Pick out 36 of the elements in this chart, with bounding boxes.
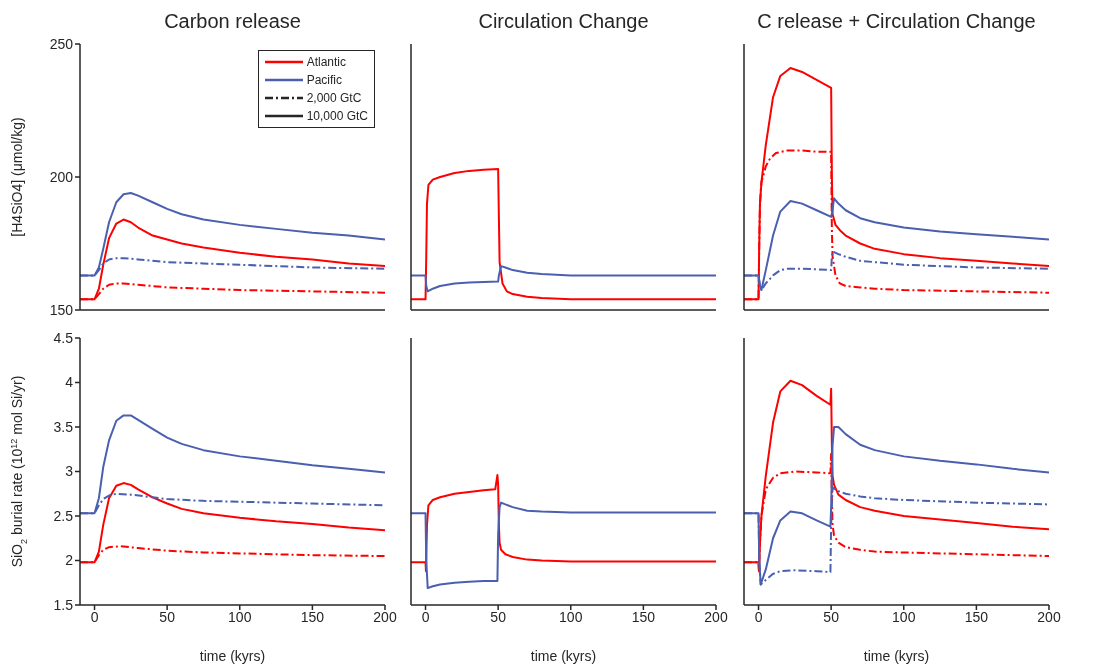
x-axis-title: time (kyrs) bbox=[863, 648, 930, 664]
legend-label: Atlantic bbox=[306, 54, 346, 71]
x-tick-label: 0 bbox=[90, 608, 99, 625]
x-tick-label: 150 bbox=[964, 608, 989, 625]
y-axis-title: [H4SiO4] (μmol/kg) bbox=[9, 117, 25, 237]
y-tick-label: 4 bbox=[65, 374, 74, 391]
y-tick-label: 250 bbox=[49, 35, 74, 52]
x-tick-label: 200 bbox=[373, 608, 397, 625]
x-axis-title: time (kyrs) bbox=[530, 648, 597, 664]
y-tick-label: 3.5 bbox=[53, 418, 74, 435]
y-tick-label: 2.5 bbox=[53, 507, 74, 524]
legend-label: 10,000 GtC bbox=[306, 108, 368, 125]
legend-label: Pacific bbox=[306, 72, 342, 89]
x-tick-label: 50 bbox=[490, 608, 507, 625]
y-tick-label: 4.5 bbox=[53, 329, 74, 346]
legend-label: 2,000 GtC bbox=[306, 90, 362, 107]
x-tick-label: 150 bbox=[631, 608, 656, 625]
x-tick-label: 100 bbox=[892, 608, 916, 625]
y-tick-label: 150 bbox=[49, 301, 74, 318]
y-tick-label: 2 bbox=[65, 552, 74, 569]
y-tick-label: 200 bbox=[49, 168, 74, 185]
y-tick-label: 3 bbox=[65, 463, 74, 480]
x-tick-label: 100 bbox=[559, 608, 583, 625]
x-axis-title: time (kyrs) bbox=[199, 648, 266, 664]
chart-title: Circulation Change bbox=[477, 10, 650, 33]
x-tick-label: 150 bbox=[300, 608, 325, 625]
x-tick-label: 100 bbox=[228, 608, 252, 625]
x-tick-label: 200 bbox=[1037, 608, 1061, 625]
chart-title: C release + Circulation Change bbox=[756, 10, 1037, 33]
x-tick-label: 50 bbox=[823, 608, 840, 625]
y-tick-label: 1.5 bbox=[53, 596, 74, 613]
x-tick-label: 0 bbox=[754, 608, 763, 625]
x-tick-label: 200 bbox=[704, 608, 728, 625]
chart-title: Carbon release bbox=[163, 10, 302, 33]
x-tick-label: 0 bbox=[421, 608, 430, 625]
x-tick-label: 50 bbox=[159, 608, 176, 625]
